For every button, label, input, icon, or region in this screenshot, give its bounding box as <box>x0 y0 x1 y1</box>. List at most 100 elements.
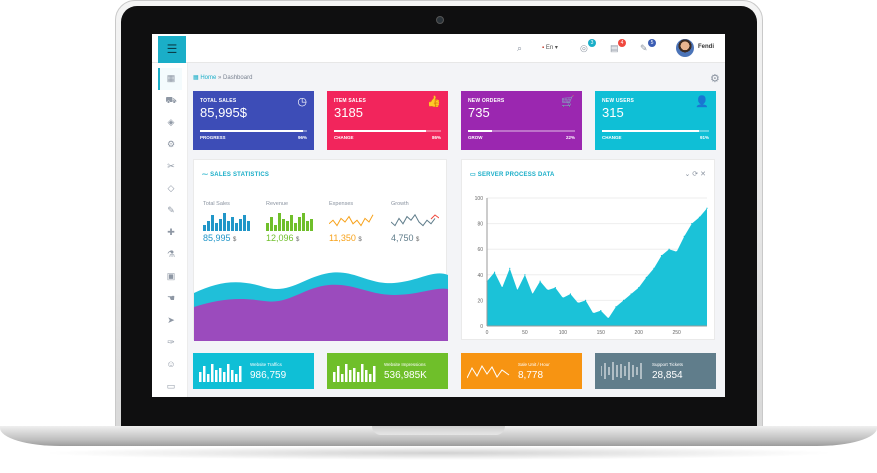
mini-stat-value: 12,096 <box>266 233 294 243</box>
close-icon[interactable]: ✕ <box>700 171 706 178</box>
stat-label: TOTAL SALES <box>200 98 237 104</box>
mini-stat-value-wrap: 4,750 $ <box>391 233 419 243</box>
tile-bar <box>199 372 202 382</box>
layers-icon[interactable]: ◈ <box>167 117 175 127</box>
server-process-title-text: SERVER PROCESS DATA <box>477 172 555 178</box>
tile-bar <box>235 374 238 382</box>
stat-card[interactable]: NEW ORDERS 735 🛒 GROW 22% <box>461 91 582 150</box>
stat-value: 315 <box>602 105 624 120</box>
x-tick-label: 200 <box>635 330 644 336</box>
sparkline-bar <box>211 215 214 231</box>
message-icon[interactable]: ▤ <box>610 43 619 53</box>
data-point <box>653 267 655 269</box>
sparkline-bar <box>266 223 269 231</box>
user-icon[interactable]: ☺ <box>166 359 176 369</box>
mini-stat-unit: $ <box>233 237 237 243</box>
user-name[interactable]: Fendi <box>698 44 714 50</box>
cart-icon[interactable]: ⛟ <box>165 95 177 105</box>
sparkline-line <box>329 214 374 227</box>
summary-tile[interactable]: Support Tickets 28,854 <box>595 353 716 389</box>
tile-bar <box>239 366 242 382</box>
diamond-icon[interactable]: ◇ <box>167 183 175 193</box>
data-point <box>592 312 594 314</box>
folder-icon[interactable]: ▭ <box>166 381 176 391</box>
sparkline-bar <box>270 217 273 231</box>
menu-icon[interactable]: ☰ <box>158 36 186 63</box>
stat-card[interactable]: TOTAL SALES 85,995$ ◷ PROGRESS 96% <box>193 91 314 150</box>
stat-card[interactable]: ITEM SALES 3185 👍 CHANGE 86% <box>327 91 448 150</box>
breadcrumb-home[interactable]: ▦ Home <box>193 75 217 81</box>
mini-stat-name: Total Sales <box>203 201 230 207</box>
laptop-shadow <box>40 446 837 460</box>
mini-stat-name: Expenses <box>329 201 354 207</box>
tile-label: Sale Unit / Hour <box>518 362 550 367</box>
stat-label: ITEM SALES <box>334 98 367 104</box>
stat-progress-fill <box>200 130 303 132</box>
tile-bar <box>227 364 230 382</box>
summary-tile[interactable]: Sale Unit / Hour 8,778 <box>461 353 582 389</box>
sparkline-bar <box>290 215 293 231</box>
pin-icon[interactable]: ✎ <box>640 43 648 53</box>
medkit-icon[interactable]: ✚ <box>167 227 175 237</box>
data-point <box>600 310 602 312</box>
data-point <box>615 306 617 308</box>
stat-progress-fill <box>602 130 700 132</box>
globe-icon[interactable]: ◎ <box>580 43 588 53</box>
data-point <box>683 235 685 237</box>
thumbs-up-icon: 👍 <box>427 96 441 108</box>
mini-stat-value: 4,750 <box>391 233 414 243</box>
search-icon[interactable]: ⌕ <box>517 43 523 53</box>
data-point <box>668 248 670 250</box>
refresh-icon[interactable]: ⟳ <box>692 171 699 178</box>
sparkline-bar <box>219 219 222 231</box>
avatar[interactable] <box>676 39 694 57</box>
breadcrumb: ▦ Home » Dashboard <box>193 74 252 81</box>
tile-bar <box>365 370 368 382</box>
stat-card[interactable]: NEW USERS 315 👤 CHANGE 91% <box>595 91 716 150</box>
task-badge: 5 <box>648 39 656 47</box>
tile-bar <box>341 374 344 382</box>
language-selector[interactable]: ▪ En ▾ <box>542 45 558 51</box>
tile-bar <box>369 374 372 382</box>
mini-stat-unit: $ <box>296 237 300 243</box>
flask-icon[interactable]: ⚗ <box>166 249 176 259</box>
chevron-down-icon[interactable]: ⌄ <box>684 171 691 178</box>
settings-icon[interactable]: ⚙ <box>710 73 720 85</box>
mini-sparkline <box>329 214 374 227</box>
y-tick-label: 0 <box>480 324 483 330</box>
sparkline-bar <box>274 225 277 231</box>
data-point <box>562 297 564 299</box>
data-point <box>531 293 534 295</box>
tile-value: 986,759 <box>250 370 287 381</box>
edit-icon[interactable]: ✎ <box>167 205 175 215</box>
tile-bar <box>211 364 214 382</box>
box-icon[interactable]: ▣ <box>166 271 176 281</box>
user-icon: 👤 <box>695 96 709 108</box>
sales-statistics-title-text: SALES STATISTICS <box>210 172 270 178</box>
stat-footer: GROW <box>468 135 483 140</box>
tile-bar <box>231 370 234 382</box>
summary-tile[interactable]: Website Impressions 536,985K <box>327 353 448 389</box>
hand-icon[interactable]: ☚ <box>166 293 176 303</box>
area-series <box>487 208 707 326</box>
tile-bar <box>219 368 222 382</box>
summary-tile[interactable]: Website Traffics 986,759 <box>193 353 314 389</box>
tile-sparkline <box>199 364 242 382</box>
dashboard-icon[interactable]: ▦ <box>166 73 176 83</box>
sparkline-line <box>391 213 436 227</box>
sparkline-bar <box>207 221 210 231</box>
laptop-notch <box>372 426 505 435</box>
gear-icon[interactable]: ⚙ <box>166 139 176 149</box>
breadcrumb-current: Dashboard <box>223 75 253 81</box>
send-icon[interactable]: ➤ <box>167 315 175 325</box>
tile-bar <box>215 370 218 382</box>
tile-sparkline <box>467 364 510 379</box>
notification-badge: 3 <box>588 39 596 47</box>
data-point <box>569 293 572 295</box>
pin-icon[interactable]: ✑ <box>167 337 175 347</box>
wrench-icon[interactable]: ✂ <box>167 161 175 171</box>
panel-controls: ⌄ ⟳ ✕ <box>684 170 706 178</box>
webcam <box>436 16 444 24</box>
y-tick-label: 80 <box>477 222 483 228</box>
